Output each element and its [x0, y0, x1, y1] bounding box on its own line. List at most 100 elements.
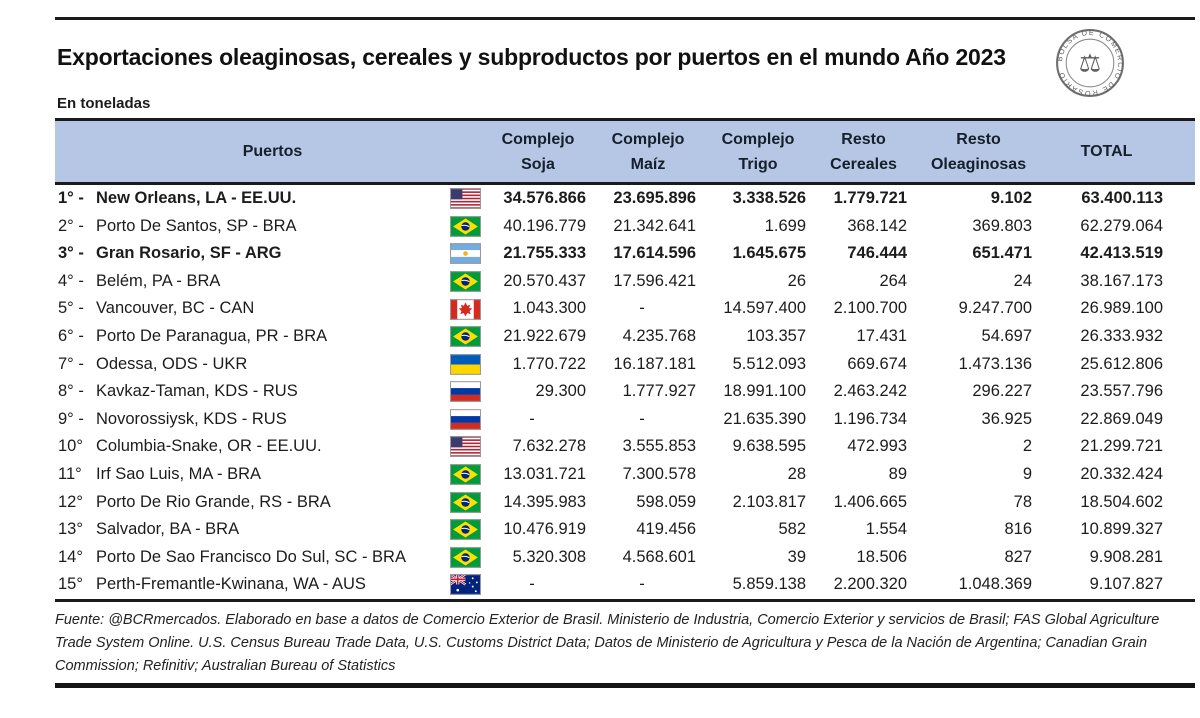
ports-table: Puertos Complejo Soja Complejo Maíz Complejo T… — [55, 118, 1196, 602]
flag-cell — [440, 461, 490, 489]
port-name: Vancouver, BC - CAN — [96, 299, 255, 318]
maiz-value: 21.342.641 — [613, 216, 697, 235]
maiz-value: 419.456 — [636, 520, 697, 539]
port-cell: 7° - Odessa, ODS - UKR — [55, 351, 440, 379]
cereales-value: 368.142 — [847, 216, 908, 235]
oleaginosas-value: 2 — [1022, 437, 1033, 456]
table-row: 10° Columbia-Snake, OR - EE.UU. 7.632.278 3… — [55, 433, 1195, 461]
trigo-value: 26 — [787, 271, 807, 290]
flag-cell — [440, 184, 490, 213]
br-flag-icon — [449, 326, 481, 347]
soja-value: 40.196.779 — [503, 216, 587, 235]
oleaginosas-value: 9.102 — [990, 189, 1033, 207]
cereales-value: 2.100.700 — [833, 299, 908, 318]
column-header-total: TOTAL — [1050, 119, 1196, 185]
flag-cell — [440, 433, 490, 461]
table-row: 3° - Gran Rosario, SF - ARG 21.755.333 17.6… — [55, 240, 1195, 268]
port-cell: 9° - Novorossiysk, KDS - RUS — [55, 406, 440, 434]
ar-flag-icon — [449, 243, 481, 265]
port-name: Odessa, ODS - UKR — [96, 354, 248, 373]
total-value: 20.332.424 — [1080, 464, 1164, 483]
table-row: 6° - Porto De Paranagua, PR - BRA 21.922.6… — [55, 323, 1195, 351]
rank-label: 2° - — [58, 216, 84, 235]
bottom-rule — [55, 682, 1195, 688]
table-row: 12° Porto De Rio Grande, RS - BRA 14.395.9… — [55, 489, 1195, 517]
rank-label: 9° - — [58, 409, 84, 428]
cereales-value: 669.674 — [847, 354, 908, 373]
maiz-value: 4.568.601 — [622, 547, 697, 566]
soja-value: 13.031.721 — [503, 464, 587, 483]
rank-label: 1° - — [58, 189, 84, 207]
us-flag-icon — [449, 436, 481, 458]
trigo-value: 5.859.138 — [732, 575, 807, 594]
soja-value: 5.320.308 — [512, 547, 587, 566]
port-name: Perth-Fremantle-Kwinana, WA - AUS — [96, 575, 366, 594]
flag-cell — [440, 378, 490, 406]
total-value: 22.869.049 — [1080, 409, 1164, 428]
port-cell: 6° - Porto De Paranagua, PR - BRA — [55, 323, 440, 351]
table-head: Puertos Complejo Soja Complejo Maíz Complejo T… — [55, 119, 1196, 185]
cereales-value: 17.431 — [856, 326, 908, 345]
maiz-value: 17.596.421 — [613, 271, 697, 290]
port-name: Porto De Rio Grande, RS - BRA — [96, 492, 331, 511]
oleaginosas-value: 1.048.369 — [958, 575, 1033, 594]
soja-value: 14.395.983 — [503, 492, 587, 511]
cereales-value: 89 — [888, 464, 908, 483]
table-row: 4° - Belém, PA - BRA 20.570.437 17.596.421 2… — [55, 268, 1195, 296]
oleaginosas-value: 816 — [1004, 520, 1033, 539]
flag-cell — [440, 544, 490, 572]
soja-value: 10.476.919 — [503, 520, 587, 539]
port-name: Porto De Paranagua, PR - BRA — [96, 326, 328, 345]
port-name: Gran Rosario, SF - ARG — [96, 244, 282, 263]
cereales-value: 472.993 — [847, 437, 908, 456]
rank-label: 11° — [58, 464, 82, 483]
cereales-value: 2.200.320 — [833, 575, 908, 594]
port-name: Salvador, BA - BRA — [96, 520, 240, 539]
br-flag-icon — [449, 271, 481, 292]
cereales-value: 1.779.721 — [833, 189, 908, 207]
total-value: 18.504.602 — [1080, 492, 1164, 511]
cereales-value: 1.196.734 — [833, 409, 908, 428]
maiz-value: 4.235.768 — [622, 326, 697, 345]
rank-label: 10° — [58, 437, 83, 456]
port-cell: 4° - Belém, PA - BRA — [55, 268, 440, 296]
column-header-soja: Complejo Soja — [490, 119, 601, 185]
ca-flag-icon — [449, 298, 481, 320]
header-row: Puertos Complejo Soja Complejo Maíz Complejo T… — [55, 119, 1196, 185]
trigo-value: 9.638.595 — [732, 437, 807, 456]
oleaginosas-value: 651.471 — [972, 244, 1033, 263]
oleaginosas-value: 827 — [1004, 547, 1033, 566]
cereales-value: 746.444 — [847, 244, 908, 263]
ru-flag-icon — [449, 381, 481, 403]
rank-label: 8° - — [58, 382, 84, 401]
cereales-value: 18.506 — [856, 547, 908, 566]
cereales-value: 1.406.665 — [833, 492, 908, 511]
cereales-value: 264 — [879, 271, 908, 290]
flag-cell — [440, 240, 490, 268]
trigo-value: 582 — [778, 520, 807, 539]
cereales-value: 2.463.242 — [833, 382, 908, 401]
rank-label: 6° - — [58, 326, 84, 345]
port-cell: 1° - New Orleans, LA - EE.UU. — [55, 184, 440, 213]
report-header: Exportaciones oleaginosas, cereales y su… — [55, 20, 1195, 112]
oleaginosas-value: 296.227 — [972, 382, 1033, 401]
flag-cell — [440, 351, 490, 379]
total-value: 63.400.113 — [1081, 189, 1164, 207]
flag-cell — [440, 516, 490, 544]
port-cell: 5° - Vancouver, BC - CAN — [55, 295, 440, 323]
soja-value: 7.632.278 — [512, 437, 587, 456]
total-value: 23.557.796 — [1080, 382, 1164, 401]
maiz-value: - — [639, 575, 645, 594]
bcr-seal-logo: BOLSA DE COMERCIO DE ROSARIO ⚖ — [1055, 28, 1124, 98]
port-cell: 3° - Gran Rosario, SF - ARG — [55, 240, 440, 268]
port-cell: 2° - Porto De Santos, SP - BRA — [55, 213, 440, 241]
flag-cell — [440, 213, 490, 241]
trigo-value: 28 — [787, 464, 807, 483]
maiz-value: - — [639, 299, 645, 318]
flag-cell — [440, 489, 490, 517]
total-value: 10.899.327 — [1080, 520, 1164, 539]
oleaginosas-value: 78 — [1013, 492, 1033, 511]
br-flag-icon — [449, 491, 481, 513]
cereales-value: 1.554 — [865, 520, 908, 539]
table-row: 15° Perth-Fremantle-Kwinana, WA - AUS - - 5.… — [55, 571, 1195, 600]
